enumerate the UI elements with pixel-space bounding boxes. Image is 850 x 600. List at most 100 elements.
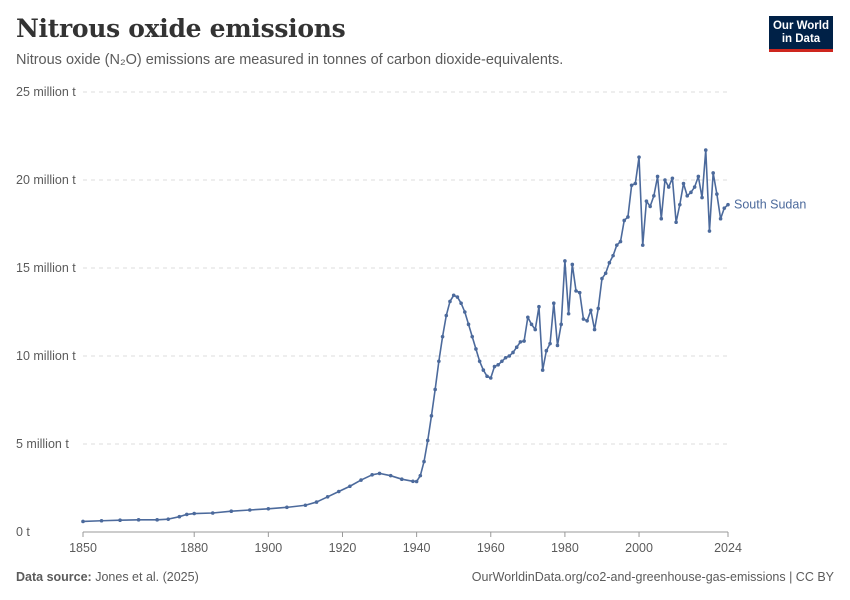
data-point[interactable] xyxy=(537,304,541,309)
data-point[interactable] xyxy=(370,473,374,477)
data-point[interactable] xyxy=(359,478,363,482)
data-point[interactable] xyxy=(488,376,493,380)
data-point[interactable] xyxy=(614,243,619,247)
data-point[interactable] xyxy=(485,374,489,379)
data-point[interactable] xyxy=(663,178,667,182)
data-point[interactable] xyxy=(526,315,530,320)
data-point[interactable] xyxy=(285,505,289,510)
data-point[interactable] xyxy=(210,511,215,515)
data-point[interactable] xyxy=(544,348,549,353)
data-point[interactable] xyxy=(377,471,382,476)
data-point[interactable] xyxy=(399,477,404,482)
data-point[interactable] xyxy=(670,176,675,181)
data-point[interactable] xyxy=(418,473,423,478)
data-point[interactable] xyxy=(674,220,678,225)
data-point[interactable] xyxy=(666,185,671,189)
data-point[interactable] xyxy=(596,306,601,311)
data-point[interactable] xyxy=(703,148,708,152)
data-point[interactable] xyxy=(581,317,586,321)
data-point[interactable] xyxy=(433,387,437,392)
data-point[interactable] xyxy=(463,310,467,314)
data-point[interactable] xyxy=(166,517,171,521)
data-point[interactable] xyxy=(455,295,460,299)
data-point[interactable] xyxy=(540,368,545,372)
data-point[interactable] xyxy=(600,276,604,281)
data-point[interactable] xyxy=(689,190,693,195)
data-point[interactable] xyxy=(711,171,715,175)
data-point[interactable] xyxy=(266,506,271,511)
data-point[interactable] xyxy=(496,363,500,367)
data-point[interactable] xyxy=(722,206,727,210)
data-point[interactable] xyxy=(348,484,352,489)
data-point[interactable] xyxy=(585,319,589,323)
data-point[interactable] xyxy=(388,473,393,478)
data-point[interactable] xyxy=(715,192,719,196)
data-point[interactable] xyxy=(692,185,697,189)
data-point[interactable] xyxy=(655,174,660,179)
data-point[interactable] xyxy=(136,518,141,522)
data-point[interactable] xyxy=(700,195,704,200)
data-point[interactable] xyxy=(81,519,85,524)
data-point[interactable] xyxy=(518,340,523,344)
data-point[interactable] xyxy=(474,347,478,351)
data-point[interactable] xyxy=(589,308,593,313)
data-point[interactable] xyxy=(448,299,452,304)
data-point[interactable] xyxy=(481,368,486,372)
data-point[interactable] xyxy=(500,359,504,364)
data-point[interactable] xyxy=(444,313,449,318)
data-point[interactable] xyxy=(685,194,690,198)
data-point[interactable] xyxy=(570,262,575,267)
data-point[interactable] xyxy=(548,341,552,346)
data-point[interactable] xyxy=(611,253,615,258)
data-point[interactable] xyxy=(707,229,712,233)
data-point[interactable] xyxy=(648,204,652,209)
data-point[interactable] xyxy=(555,343,560,348)
data-point[interactable] xyxy=(681,181,686,186)
data-point[interactable] xyxy=(411,479,415,484)
data-point[interactable] xyxy=(511,350,515,355)
data-point[interactable] xyxy=(425,438,430,443)
data-point[interactable] xyxy=(437,359,441,364)
data-point[interactable] xyxy=(336,489,341,494)
data-source-text[interactable]: Jones et al. (2025) xyxy=(95,570,199,584)
data-point[interactable] xyxy=(574,289,578,293)
data-point[interactable] xyxy=(303,503,308,508)
data-point[interactable] xyxy=(192,511,197,516)
data-point[interactable] xyxy=(177,514,182,519)
data-point[interactable] xyxy=(592,327,597,332)
data-point[interactable] xyxy=(470,334,475,339)
owid-logo[interactable]: Our World in Data xyxy=(769,16,833,52)
data-point[interactable] xyxy=(429,414,434,418)
data-point[interactable] xyxy=(626,215,630,219)
data-point[interactable] xyxy=(726,202,730,207)
data-point[interactable] xyxy=(514,345,519,350)
data-point[interactable] xyxy=(99,518,104,523)
data-point[interactable] xyxy=(566,311,571,316)
data-point[interactable] xyxy=(640,243,645,247)
data-point[interactable] xyxy=(459,301,463,306)
source-url[interactable]: OurWorldinData.org/co2-and-greenhouse-ga… xyxy=(471,570,834,584)
data-point[interactable] xyxy=(678,202,682,207)
data-point[interactable] xyxy=(618,239,623,244)
data-point[interactable] xyxy=(492,364,497,369)
data-point[interactable] xyxy=(422,459,426,464)
data-point[interactable] xyxy=(718,216,723,221)
data-point[interactable] xyxy=(659,216,664,221)
data-point[interactable] xyxy=(466,322,471,327)
data-point[interactable] xyxy=(440,334,445,339)
data-point[interactable] xyxy=(477,359,482,364)
data-point[interactable] xyxy=(529,322,534,327)
data-point[interactable] xyxy=(118,518,122,523)
data-point[interactable] xyxy=(629,183,634,188)
data-point[interactable] xyxy=(503,355,508,360)
data-point[interactable] xyxy=(184,512,189,517)
data-point[interactable] xyxy=(451,293,456,298)
data-point[interactable] xyxy=(563,259,567,263)
data-point[interactable] xyxy=(644,199,649,203)
data-point[interactable] xyxy=(325,495,330,499)
data-point[interactable] xyxy=(229,509,234,514)
data-point[interactable] xyxy=(607,260,612,265)
data-point[interactable] xyxy=(559,322,563,327)
data-point[interactable] xyxy=(414,479,419,484)
data-point[interactable] xyxy=(522,339,526,343)
